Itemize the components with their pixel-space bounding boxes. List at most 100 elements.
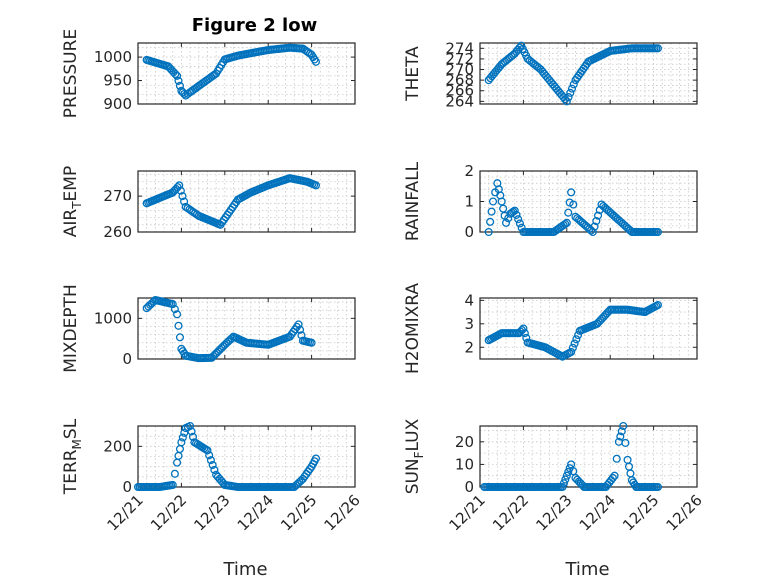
data-point (561, 475, 570, 484)
data-point (519, 324, 528, 333)
y-axis-label: RAINFALL (403, 161, 423, 241)
data-point (486, 217, 495, 226)
data-point (593, 211, 603, 220)
data-point (510, 206, 519, 215)
data-point (175, 333, 185, 342)
data-point (612, 454, 621, 463)
y-tick-label: 200 (103, 437, 132, 455)
x-tick-label: 12/25 (277, 491, 320, 534)
data-point (188, 432, 198, 441)
data-point (562, 471, 571, 480)
data-point (566, 88, 575, 97)
data-point (512, 210, 521, 219)
data-point (564, 208, 573, 217)
subplot-3: 260 270 AIRTEMP (61, 166, 356, 241)
y-tick-label: 0 (464, 478, 474, 496)
data-point (626, 469, 635, 478)
data-point (499, 204, 508, 213)
y-tick-label: 260 (103, 223, 132, 241)
data-point (501, 218, 511, 227)
data-point (201, 445, 210, 454)
data-point (653, 44, 662, 53)
y-tick-label: 272 (445, 50, 474, 68)
y-axis-label: PRESSURE (61, 29, 81, 118)
y-tick-label: 270 (103, 187, 132, 205)
y-tick-label: 4 (464, 291, 474, 309)
x-tick-label: 12/22 (147, 491, 190, 534)
data-point (608, 473, 617, 483)
x-tick-label: 12/26 (663, 491, 706, 534)
data-point (205, 451, 214, 460)
y-tick-label: 0 (464, 223, 474, 241)
data-point (187, 427, 196, 436)
data-point (562, 97, 571, 106)
y-tick-label: 900 (103, 95, 132, 113)
data-point (174, 451, 183, 460)
y-axis-label: MIXDEPTH (61, 284, 81, 373)
x-tick-label: 12/24 (576, 491, 619, 534)
y-axis-label: H2OMIXRA (403, 283, 423, 374)
data-point (616, 432, 625, 441)
data-point (564, 467, 573, 476)
axes-frame (137, 42, 356, 105)
data-point (170, 305, 179, 314)
axes-frame (137, 297, 356, 360)
data-point (175, 444, 185, 454)
data-point (176, 186, 185, 195)
data-point (572, 335, 581, 344)
y-tick-label: 2 (464, 338, 474, 356)
data-point (567, 347, 576, 357)
y-tick-label: 266 (445, 82, 474, 100)
data-point (186, 421, 195, 431)
data-point (619, 421, 628, 431)
axes-frame (137, 170, 356, 233)
data-point (173, 310, 182, 319)
y-tick-label: 1 (464, 193, 474, 211)
data-point (558, 482, 567, 492)
x-tick-label: 12/21 (446, 491, 489, 534)
x-tick-label: 12/21 (104, 491, 147, 534)
subplot-4: 0 1 2 RAINFALL (403, 161, 698, 241)
subplot-8: 0 10 20 12/21 12/22 12/23 12/24 12/25 12/26 Time S… (403, 418, 706, 580)
data-point (173, 71, 182, 80)
data-point (206, 456, 215, 465)
data-point (208, 460, 217, 470)
data-point (173, 458, 182, 467)
data-point (311, 181, 320, 190)
y-tick-label: 1000 (94, 309, 132, 327)
x-tick-label: 12/24 (234, 491, 277, 534)
data-point (210, 465, 219, 474)
data-point (504, 214, 513, 223)
data-point (569, 80, 578, 89)
data-point (520, 329, 529, 338)
data-point (569, 200, 578, 209)
y-tick-label: 10 (455, 455, 474, 473)
x-tick-label: 12/26 (321, 491, 364, 534)
data-point (567, 84, 577, 93)
subplot-5: 0 1000 MIXDEPTH (61, 284, 356, 373)
x-tick-label: 12/25 (619, 491, 662, 534)
y-tick-label: 270 (445, 61, 474, 79)
data-point (488, 197, 498, 206)
data-point (170, 469, 179, 478)
data-point (178, 192, 187, 201)
y-tick-label: 2 (464, 162, 474, 180)
y-tick-label: 274 (445, 39, 474, 57)
y-axis-label: THETA (403, 46, 423, 102)
data-point (621, 438, 630, 447)
x-tick-label: 12/23 (190, 491, 233, 534)
data-point (180, 428, 189, 437)
y-tick-label: 3 (464, 315, 474, 333)
data-point (174, 321, 183, 330)
data-point (487, 207, 496, 216)
data-point (168, 480, 177, 490)
data-point (562, 218, 571, 227)
data-point (174, 76, 183, 85)
data-point (592, 216, 601, 226)
data-point (175, 181, 184, 190)
y-tick-label: 950 (103, 72, 132, 90)
data-point (175, 81, 185, 90)
data-point (515, 219, 524, 228)
y-tick-label: 264 (445, 92, 474, 110)
